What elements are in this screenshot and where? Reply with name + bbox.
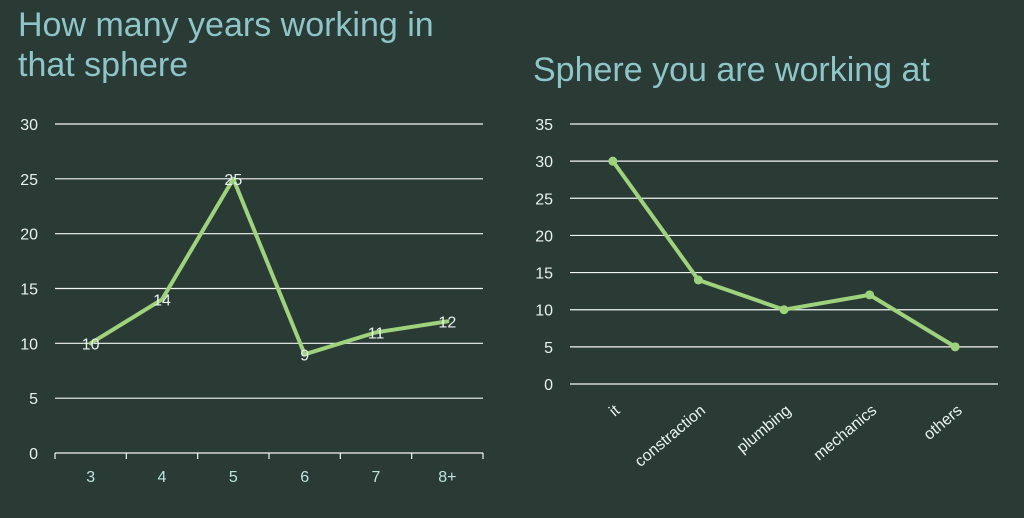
chart1-x-tick-label: others [921,402,966,444]
chart0-y-tick-label: 10 [20,336,38,353]
chart0-data-label: 12 [438,314,456,331]
chart1-y-tick-label: 5 [544,340,553,357]
chart0-x-tick-label: 3 [86,469,95,486]
chart0-y-tick-label: 25 [20,172,38,189]
chart0-data-label: 10 [82,336,100,353]
chart1-x-tick-label: constraction [632,402,709,470]
chart1-x-tick-label: plumbing [734,402,795,457]
chart0-y-tick-label: 5 [29,391,38,408]
chart1-y-tick-label: 15 [535,266,553,283]
chart0-x-tick-label: 5 [229,469,238,486]
chart0-y-tick-label: 0 [29,446,38,463]
years-chart-title: How many years working in that sphere [18,6,434,84]
chart1-data-point [950,342,960,352]
chart1-x-tick-label: it [606,402,623,421]
chart0-x-tick-label: 6 [300,469,309,486]
chart1-series-line [610,159,958,349]
chart0-data-label: 11 [368,325,385,342]
chart0-data-label: 14 [153,292,171,309]
chart1-y-tick-label: 30 [535,154,553,171]
chart0-y-tick-label: 30 [20,117,38,134]
chart1-x-tick-label: mechanics [811,402,881,464]
chart0-x-tick-label: 4 [158,469,167,486]
chart0-x-tick-label: 7 [372,469,381,486]
chart1-y-tick-label: 10 [535,303,553,320]
chart0-series-line [88,176,450,357]
sphere-chart-title: Sphere you are working at [533,51,930,89]
chart0-data-label: 25 [224,172,242,189]
chart1-data-point [779,305,789,315]
chart0-y-tick-label: 20 [20,227,38,244]
chart1-data-point [865,290,875,300]
chart1-data-point [693,275,703,285]
chart1-y-tick-label: 35 [535,117,553,134]
chart1-data-point [608,156,618,166]
chart1-y-tick-label: 0 [544,377,553,394]
chart0-y-tick-label: 15 [20,282,38,299]
chart0-data-label: 9 [300,347,309,364]
chart0-x-tick-label: 8+ [438,469,456,486]
chart1-y-tick-label: 20 [535,228,553,245]
chart1-y-tick-label: 25 [535,191,553,208]
